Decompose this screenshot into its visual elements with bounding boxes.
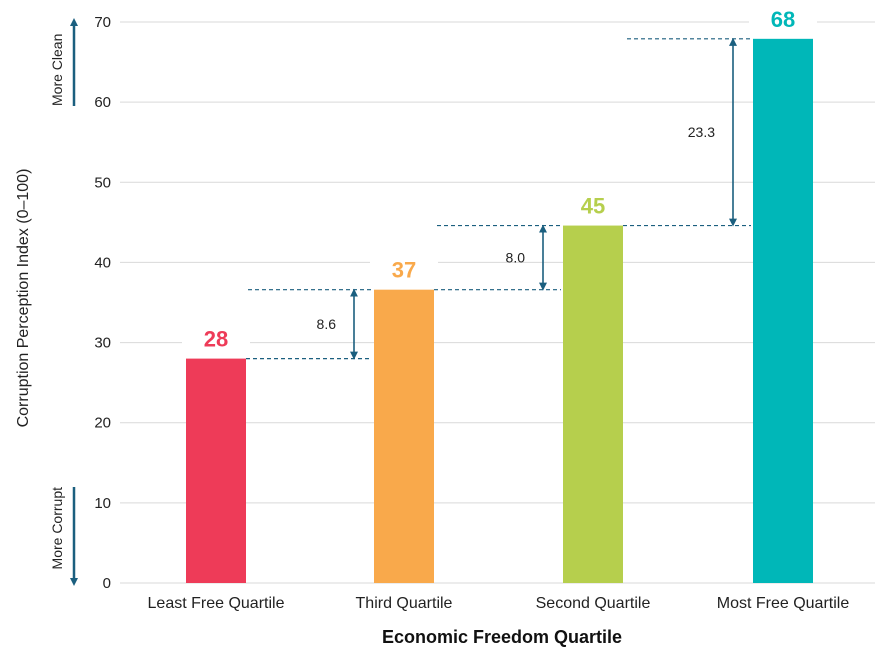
- value-label-background: [749, 0, 817, 35]
- y-tick-label: 70: [94, 14, 111, 31]
- y-tick-label: 30: [94, 335, 111, 352]
- x-tick-label: Most Free Quartile: [717, 595, 850, 612]
- value-label-background: [559, 185, 627, 222]
- x-tick-label: Second Quartile: [536, 595, 651, 612]
- value-label: 37: [392, 258, 416, 283]
- bar: [186, 358, 246, 583]
- y-tick-label: 40: [94, 254, 111, 271]
- value-label: 68: [771, 7, 795, 32]
- bars: 28 37 45 68: [182, 0, 817, 583]
- x-tick-label: Third Quartile: [356, 595, 453, 612]
- value-label: 45: [581, 194, 605, 219]
- more-corrupt-label: More Corrupt: [49, 487, 65, 570]
- y-tick-label: 0: [103, 575, 111, 592]
- difference-label: 8.0: [506, 250, 526, 266]
- y-tick-label: 60: [94, 94, 111, 111]
- value-label-background: [370, 249, 438, 286]
- difference-label: 23.3: [688, 124, 715, 140]
- y-tick-label: 10: [94, 495, 111, 512]
- more-clean-label: More Clean: [49, 34, 65, 106]
- x-tick-label: Least Free Quartile: [148, 595, 285, 612]
- x-axis-title: Economic Freedom Quartile: [382, 627, 622, 647]
- bar: [374, 289, 434, 583]
- y-axis: 0 10 20 30 40 50 60 70: [94, 14, 111, 592]
- more-corrupt-annotation: More Corrupt: [49, 487, 78, 586]
- bar: [563, 225, 623, 583]
- value-label: 28: [204, 327, 228, 352]
- y-tick-label: 20: [94, 415, 111, 432]
- y-axis-title: Corruption Perception Index (0–100): [15, 169, 32, 428]
- x-axis: Least Free Quartile Third Quartile Second …: [148, 595, 850, 612]
- difference-annotations: 8.6 8.0 23.3: [246, 37, 753, 360]
- difference-label: 8.6: [317, 316, 337, 332]
- more-clean-annotation: More Clean: [49, 18, 78, 106]
- value-label-background: [182, 318, 250, 355]
- bar: [753, 38, 813, 583]
- y-tick-label: 50: [94, 174, 111, 191]
